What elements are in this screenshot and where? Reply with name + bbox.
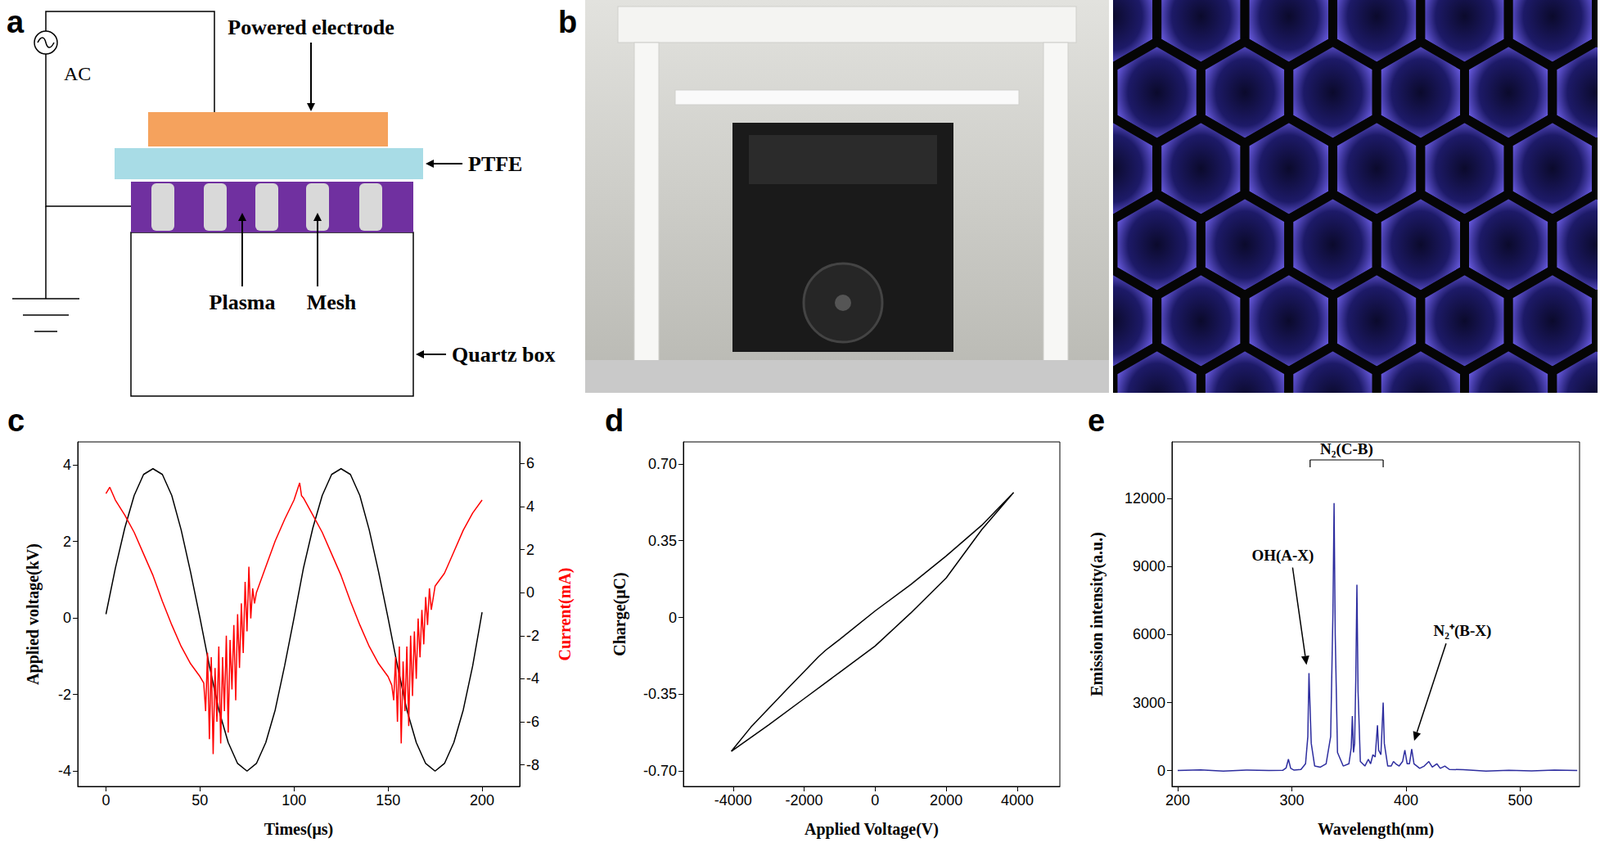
svg-text:Wavelength(nm): Wavelength(nm) (1317, 820, 1434, 839)
svg-text:6000: 6000 (1132, 626, 1166, 643)
svg-text:Plasma: Plasma (209, 290, 276, 315)
svg-text:Applied voltage(kV): Applied voltage(kV) (23, 543, 43, 686)
svg-text:e: e (1087, 403, 1105, 438)
svg-text:-0.70: -0.70 (643, 762, 677, 780)
svg-text:Times(μs): Times(μs) (264, 820, 334, 839)
svg-text:N₂(C-B): N₂(C-B) (1320, 440, 1374, 459)
svg-text:PTFE: PTFE (468, 152, 523, 176)
svg-text:AC: AC (63, 63, 91, 85)
svg-text:-6: -6 (526, 713, 540, 731)
svg-text:200: 200 (1165, 792, 1190, 809)
svg-text:150: 150 (375, 792, 401, 809)
svg-text:3000: 3000 (1132, 694, 1166, 712)
svg-text:0: 0 (870, 792, 879, 809)
svg-text:0: 0 (1157, 762, 1166, 780)
svg-text:Mesh: Mesh (306, 290, 357, 315)
svg-text:2: 2 (63, 533, 72, 550)
svg-text:c: c (7, 403, 25, 438)
svg-text:12000: 12000 (1124, 490, 1166, 507)
svg-text:OH(A-X): OH(A-X) (1251, 546, 1314, 565)
svg-text:-8: -8 (526, 757, 540, 774)
svg-text:500: 500 (1507, 792, 1533, 809)
svg-text:Emission intensity(a.u.): Emission intensity(a.u.) (1087, 531, 1107, 697)
svg-text:200: 200 (469, 792, 495, 809)
svg-text:4: 4 (526, 498, 535, 515)
svg-text:4000: 4000 (1000, 792, 1034, 809)
svg-text:Applied Voltage(V): Applied Voltage(V) (804, 820, 939, 839)
svg-text:-4: -4 (526, 670, 540, 687)
svg-text:-2: -2 (58, 686, 72, 704)
svg-text:100: 100 (281, 792, 307, 809)
svg-text:2000: 2000 (929, 792, 963, 809)
svg-text:-2: -2 (526, 627, 540, 645)
svg-text:0: 0 (526, 584, 535, 601)
svg-text:-4: -4 (58, 762, 72, 780)
svg-text:9000: 9000 (1132, 558, 1166, 575)
svg-text:300: 300 (1279, 792, 1304, 809)
svg-text:Powered electrode: Powered electrode (227, 15, 394, 40)
svg-text:Quartz box: Quartz box (451, 342, 555, 367)
svg-text:b: b (558, 4, 577, 40)
svg-text:0.70: 0.70 (648, 455, 677, 473)
svg-text:0: 0 (668, 609, 677, 627)
svg-text:4: 4 (63, 456, 72, 474)
svg-text:2: 2 (526, 541, 535, 559)
svg-text:400: 400 (1393, 792, 1419, 809)
svg-text:-4000: -4000 (714, 792, 753, 809)
svg-text:d: d (604, 403, 624, 438)
svg-text:0.35: 0.35 (648, 532, 677, 550)
svg-text:6: 6 (526, 455, 535, 472)
svg-text:Current(mA): Current(mA) (555, 567, 575, 661)
svg-text:N₂⁺(B-X): N₂⁺(B-X) (1433, 621, 1492, 640)
svg-text:-2000: -2000 (785, 792, 824, 809)
svg-text:Charge(μC): Charge(μC) (610, 572, 630, 656)
svg-text:50: 50 (191, 792, 208, 809)
svg-text:0: 0 (101, 792, 110, 809)
svg-text:0: 0 (63, 609, 72, 627)
svg-text:-0.35: -0.35 (643, 685, 677, 703)
svg-text:a: a (6, 4, 25, 40)
